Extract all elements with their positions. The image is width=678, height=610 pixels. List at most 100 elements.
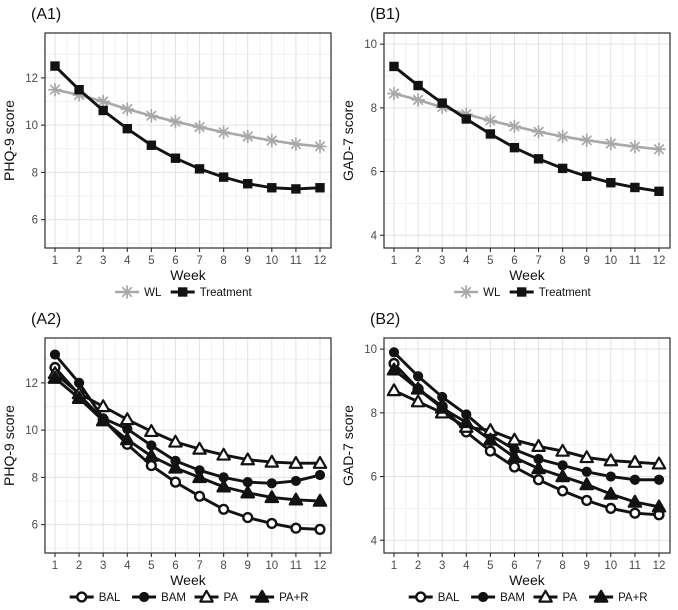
y-tick-label: 10	[25, 425, 38, 437]
marker-asterisk	[483, 113, 498, 128]
x-tick-labels: 1 2 3 4 5 6 7 8 9 10 11 12	[391, 560, 666, 572]
y-tick-label: 6	[32, 215, 38, 227]
x-tick-label: 1	[52, 255, 58, 267]
x-tick-label: 4	[124, 560, 131, 572]
asterisk-ray	[290, 138, 302, 150]
x-tick-label: 2	[76, 560, 82, 572]
asterisk-ray	[485, 115, 496, 126]
asterisk-ray	[557, 131, 568, 142]
panel-A2: 1 2 3 4 5 6 7 8 9 10 11 12 6 8 10 12 Week PHQ-9 score (A2)…	[0, 305, 339, 610]
marker-square_filled	[218, 172, 229, 182]
marker-asterisk	[289, 137, 303, 151]
x-axis-title: Week	[509, 267, 546, 283]
marker-triangle_open	[386, 383, 402, 397]
x-tick-label: 10	[265, 255, 278, 267]
marker-asterisk	[240, 129, 255, 144]
asterisk-ray	[194, 121, 205, 133]
y-tick-label: 8	[32, 167, 38, 179]
x-tick-label: 9	[245, 560, 251, 572]
y-tick-label: 10	[25, 120, 38, 132]
marker-triangle_filled	[458, 415, 474, 429]
marker-triangle_filled	[651, 499, 667, 513]
x-tick-label: 11	[629, 255, 641, 267]
x-tick-label: 7	[196, 255, 202, 267]
marker-asterisk	[555, 129, 570, 144]
marker-asterisk	[603, 136, 618, 151]
x-tick-label: 8	[559, 255, 565, 267]
panel-title: (B2)	[370, 311, 400, 328]
y-tick-labels: 4 6 8 10	[364, 344, 377, 547]
panel-border	[44, 32, 332, 249]
asterisk-ray	[509, 121, 520, 132]
legend-marker-triangle_open	[538, 589, 553, 603]
marker-circle_filled	[581, 466, 592, 477]
marker-square_filled	[74, 85, 84, 95]
marker-asterisk	[216, 125, 231, 140]
legend-item-BAL: BAL	[408, 591, 460, 604]
marker-circle_filled	[218, 472, 229, 483]
series-BAM	[388, 347, 665, 485]
asterisk-ray	[533, 126, 544, 137]
x-tick-label: 1	[391, 255, 397, 267]
marker-triangle_filled	[627, 494, 643, 508]
marker-triangle_open	[651, 456, 667, 470]
legend-marker-circle_filled	[139, 591, 150, 603]
x-tick-label: 5	[487, 255, 493, 267]
marker-circle_filled	[533, 453, 544, 465]
marker-triangle_open	[603, 453, 619, 467]
legend-item-WL: WL	[115, 285, 162, 299]
marker-triangle_filled	[410, 381, 426, 395]
panel-title: (A1)	[31, 6, 61, 23]
legend-label: PA	[563, 592, 578, 604]
x-tick-labels: 1 2 3 4 5 6 7 8 9 10 11 12	[391, 255, 666, 267]
grid-major	[45, 338, 331, 553]
marker-asterisk	[192, 120, 207, 134]
x-tick-label: 12	[653, 560, 666, 572]
marker-circle_filled	[290, 475, 302, 487]
legend-label: WL	[144, 287, 162, 299]
marker-asterisk	[313, 139, 327, 154]
marker-circle_filled	[437, 391, 448, 403]
marker-square_filled	[557, 163, 568, 174]
series-BAM	[49, 349, 326, 489]
asterisk-ray	[412, 94, 424, 105]
x-tick-label: 7	[196, 560, 202, 572]
asterisk-ray	[146, 110, 157, 121]
series-Treatment	[389, 61, 664, 197]
marker-triangle_filled	[386, 362, 402, 376]
marker-triangle_filled	[168, 460, 183, 474]
marker-asterisk	[507, 119, 522, 134]
legend-item-PA: PA	[194, 589, 238, 604]
y-axis-title: PHQ-9 score	[1, 100, 17, 181]
marker-asterisk	[579, 133, 594, 148]
marker-triangle_filled	[434, 400, 450, 414]
grid-minor	[384, 338, 670, 553]
legend-item-Treatment: Treatment	[509, 287, 591, 299]
x-tick-label: 11	[629, 560, 641, 572]
panel-B2: 1 2 3 4 5 6 7 8 9 10 11 12 4 6 8 10 Week GAD-7 score (B2) B…	[339, 305, 678, 610]
marker-triangle_open	[95, 399, 111, 413]
marker-triangle_filled	[119, 432, 135, 446]
x-tick-label: 12	[314, 560, 327, 572]
marker-triangle_filled	[95, 413, 111, 427]
y-tick-label: 4	[371, 535, 378, 547]
x-tick-label: 3	[100, 560, 106, 572]
grid-minor	[45, 338, 331, 553]
x-tick-label: 5	[487, 560, 493, 572]
marker-square_filled	[122, 123, 132, 134]
marker-circle_open	[532, 474, 545, 486]
x-tick-label: 11	[290, 560, 302, 572]
marker-triangle_filled	[312, 493, 328, 507]
x-tick-label: 9	[245, 255, 251, 267]
marker-circle_filled	[605, 471, 616, 482]
series-PA+R	[386, 362, 667, 513]
x-tick-label: 6	[172, 560, 178, 572]
marker-square_filled	[146, 140, 157, 150]
legend-item-Treatment: Treatment	[170, 287, 252, 299]
legend-marker-asterisk	[459, 285, 473, 299]
marker-circle_filled	[653, 474, 665, 485]
marker-triangle_open	[579, 450, 595, 464]
marker-triangle_open	[119, 412, 135, 426]
asterisk-ray	[49, 84, 61, 95]
